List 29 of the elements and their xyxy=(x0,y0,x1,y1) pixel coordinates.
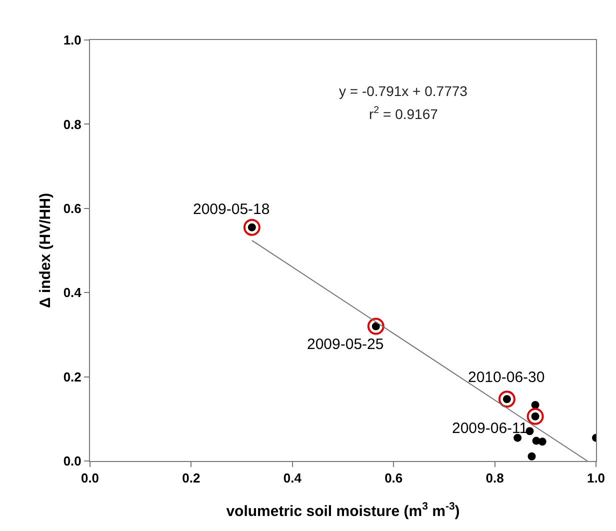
point xyxy=(243,218,260,236)
annotation: y = -0.791x + 0.7773 xyxy=(339,83,468,99)
point xyxy=(526,427,534,436)
y-tick-label: 0.4 xyxy=(63,285,82,300)
y-tick-label: 0.8 xyxy=(63,116,82,132)
annotation: 2010-06-30 xyxy=(468,369,545,386)
point xyxy=(526,408,544,425)
y-tick-label: 1.0 xyxy=(63,32,82,48)
y-axis-title: Δ index (HV/HH) xyxy=(37,193,54,308)
point xyxy=(538,438,546,446)
point xyxy=(498,390,516,408)
point xyxy=(514,434,522,442)
annotation: 2009-06-11 xyxy=(452,420,528,437)
point xyxy=(367,318,384,335)
x-tick-label: 0.4 xyxy=(283,470,302,486)
x-tick-label: 0.0 xyxy=(80,470,100,486)
annotation: r$^{2}$ = 0.9167 xyxy=(369,105,438,122)
annotation: 2009-05-18 xyxy=(193,201,270,218)
x-tick-label: 0.2 xyxy=(182,470,200,486)
y-tick-label: 0.0 xyxy=(63,454,82,469)
point xyxy=(531,401,540,410)
y-tick-label: 0.6 xyxy=(63,200,82,216)
annotation: 2009-05-25 xyxy=(307,336,384,353)
x-tick-label: 0.6 xyxy=(384,470,403,486)
y-tick-label: 0.2 xyxy=(63,369,82,384)
x-tick-label: 1.0 xyxy=(586,470,606,486)
x-tick-label: 0.8 xyxy=(486,470,504,486)
point xyxy=(528,452,536,460)
x-axis-title: volumetric soil moisture (m$^{3}$ m$^{-3}$) xyxy=(226,500,460,520)
